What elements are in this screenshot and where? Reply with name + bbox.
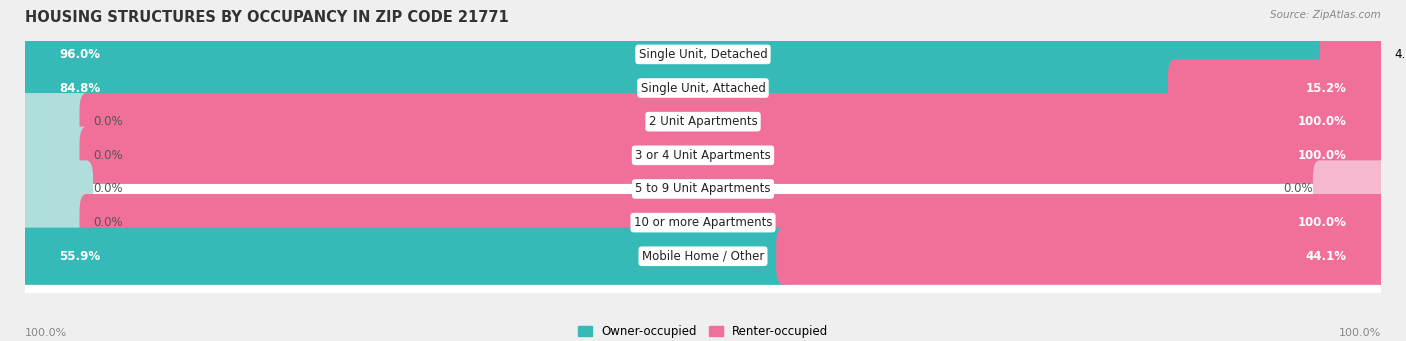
FancyBboxPatch shape [776, 228, 1388, 285]
FancyBboxPatch shape [80, 127, 1388, 184]
Text: 4.0%: 4.0% [1395, 48, 1406, 61]
FancyBboxPatch shape [80, 194, 1388, 251]
Text: 3 or 4 Unit Apartments: 3 or 4 Unit Apartments [636, 149, 770, 162]
Text: 0.0%: 0.0% [93, 149, 122, 162]
FancyBboxPatch shape [1320, 26, 1388, 83]
Text: Single Unit, Detached: Single Unit, Detached [638, 48, 768, 61]
FancyBboxPatch shape [14, 81, 1392, 162]
Text: 0.0%: 0.0% [93, 115, 122, 128]
FancyBboxPatch shape [18, 59, 1181, 117]
FancyBboxPatch shape [1168, 59, 1388, 117]
Text: 5 to 9 Unit Apartments: 5 to 9 Unit Apartments [636, 182, 770, 195]
Text: 15.2%: 15.2% [1306, 81, 1347, 94]
FancyBboxPatch shape [18, 228, 790, 285]
FancyBboxPatch shape [18, 160, 93, 218]
Text: 96.0%: 96.0% [59, 48, 100, 61]
Text: 0.0%: 0.0% [93, 216, 122, 229]
Text: 2 Unit Apartments: 2 Unit Apartments [648, 115, 758, 128]
FancyBboxPatch shape [14, 216, 1392, 296]
Text: 100.0%: 100.0% [1298, 115, 1347, 128]
Legend: Owner-occupied, Renter-occupied: Owner-occupied, Renter-occupied [572, 321, 834, 341]
Text: 100.0%: 100.0% [25, 328, 67, 338]
Text: 84.8%: 84.8% [59, 81, 100, 94]
Text: HOUSING STRUCTURES BY OCCUPANCY IN ZIP CODE 21771: HOUSING STRUCTURES BY OCCUPANCY IN ZIP C… [25, 10, 509, 25]
FancyBboxPatch shape [14, 14, 1392, 94]
FancyBboxPatch shape [14, 115, 1392, 195]
Text: 55.9%: 55.9% [59, 250, 100, 263]
FancyBboxPatch shape [18, 127, 93, 184]
Text: 10 or more Apartments: 10 or more Apartments [634, 216, 772, 229]
Text: 100.0%: 100.0% [1298, 149, 1347, 162]
Text: 100.0%: 100.0% [1339, 328, 1381, 338]
FancyBboxPatch shape [18, 194, 93, 251]
Text: Single Unit, Attached: Single Unit, Attached [641, 81, 765, 94]
FancyBboxPatch shape [80, 93, 1388, 150]
Text: 0.0%: 0.0% [1284, 182, 1313, 195]
FancyBboxPatch shape [14, 182, 1392, 263]
Text: 100.0%: 100.0% [1298, 216, 1347, 229]
Text: 0.0%: 0.0% [93, 182, 122, 195]
Text: Mobile Home / Other: Mobile Home / Other [641, 250, 765, 263]
Text: 44.1%: 44.1% [1306, 250, 1347, 263]
FancyBboxPatch shape [18, 26, 1333, 83]
FancyBboxPatch shape [1313, 160, 1388, 218]
FancyBboxPatch shape [14, 149, 1392, 229]
FancyBboxPatch shape [14, 48, 1392, 128]
Text: Source: ZipAtlas.com: Source: ZipAtlas.com [1270, 10, 1381, 20]
FancyBboxPatch shape [18, 93, 93, 150]
